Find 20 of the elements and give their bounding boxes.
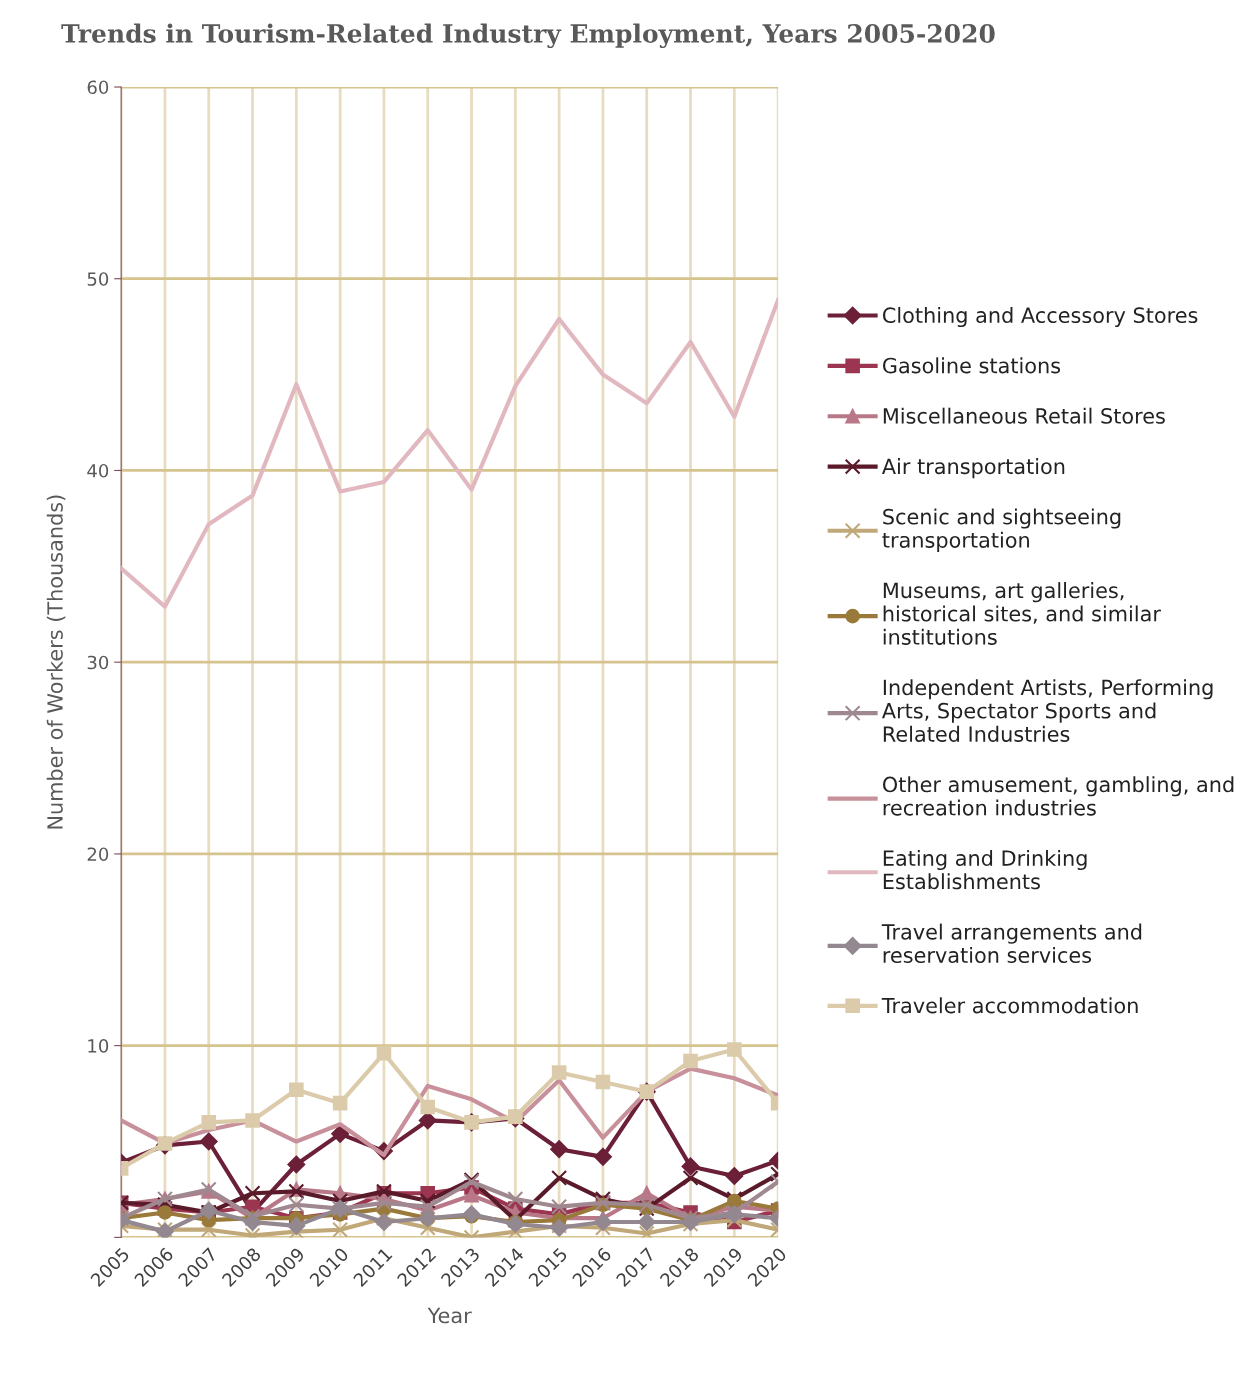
legend-label: Travel arrangements and reservation services xyxy=(881,923,1142,964)
y-tick-label: 20 xyxy=(87,847,109,862)
y-tick-label: 30 xyxy=(87,655,109,670)
x-axis-title: Year xyxy=(427,1307,472,1324)
legend-label: Eating and Drinking Establishments xyxy=(883,849,1087,890)
y-axis-title: Number of Workers (Thousands) xyxy=(46,495,66,829)
y-tick-label: 10 xyxy=(88,1039,109,1053)
legend-label: Independent Artists, Performing Arts, Spectator Sports and Related Industries xyxy=(881,679,1213,742)
legend-label: Gasoline stations xyxy=(882,357,1061,374)
y-tick-label: 40 xyxy=(87,463,109,478)
y-tick-label: 50 xyxy=(87,272,109,286)
legend-label: Clothing and Accessory Stores xyxy=(882,306,1198,328)
y-tick-label: 60 xyxy=(87,80,109,95)
legend-label: Traveler accommodation xyxy=(881,997,1138,1014)
legend-label: Miscellaneous Retail Stores xyxy=(883,407,1165,424)
legend-label: Air transportation xyxy=(881,458,1065,479)
chart-title: Trends in Tourism-Related Industry Employment, Years 2005-2020 xyxy=(61,23,995,49)
legend-label: Scenic and sightseeing transportation xyxy=(882,508,1121,552)
legend-label: Other amusement, gambling, and recreation industries xyxy=(882,776,1234,816)
legend-label: Museums, art galleries, historical sites, and similar institutions xyxy=(883,582,1161,645)
